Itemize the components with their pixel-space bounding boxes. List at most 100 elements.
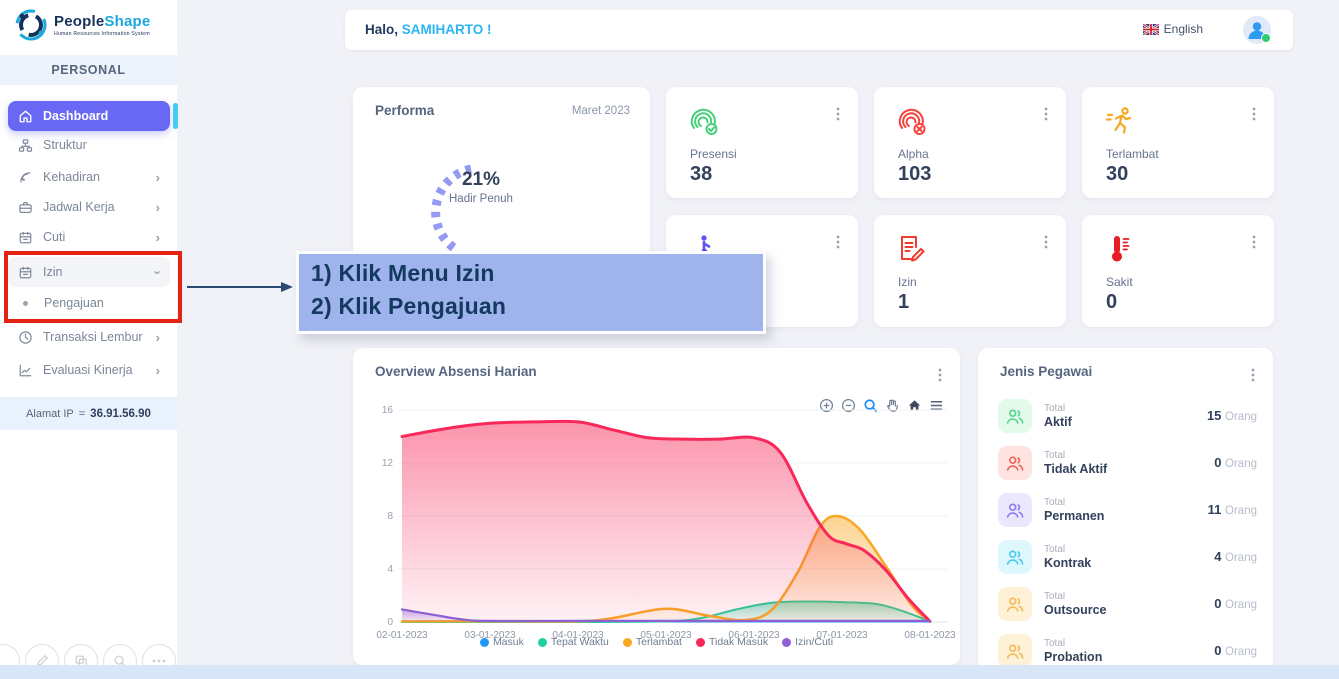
- calendar-icon: [18, 265, 33, 280]
- fingerprint-x-icon: [896, 105, 928, 137]
- legend-dot: [622, 637, 632, 647]
- jenis-pegawai-row: Total Aktif 15 Orang: [998, 392, 1257, 439]
- brand-logo[interactable]: PeopleShape Human Resources Information …: [14, 8, 150, 42]
- legend-item-izin-cuti[interactable]: Izin/Cuti: [782, 636, 833, 648]
- people-icon: [998, 633, 1032, 668]
- jenis-name: Permanen: [1044, 508, 1105, 523]
- stat-card-izin: Izin 1: [874, 215, 1066, 327]
- legend-dot: [479, 637, 489, 647]
- greeting-text: Halo, SAMIHARTO !: [365, 22, 492, 37]
- svg-text:02-01-2023: 02-01-2023: [376, 630, 428, 641]
- sidebar-item-kehadiran[interactable]: Kehadiran ›: [8, 163, 170, 191]
- sidebar: PeopleShape Human Resources Information …: [0, 0, 177, 679]
- brand-name: PeopleShape: [54, 13, 151, 30]
- legend-item-terlambat[interactable]: Terlambat: [622, 636, 682, 648]
- calendar-icon: [18, 230, 33, 245]
- chevron-right-icon: ›: [155, 199, 160, 215]
- svg-text:16: 16: [382, 405, 394, 416]
- jenis-pegawai-title: Jenis Pegawai: [1000, 364, 1093, 379]
- performa-percent-label: Hadir Penuh: [449, 193, 513, 205]
- sidebar-section-label: PERSONAL: [0, 55, 177, 85]
- ip-address-bar: Alamat IP = 36.91.56.90: [0, 397, 177, 430]
- people-icon: [998, 398, 1032, 433]
- card-menu-icon[interactable]: [938, 368, 942, 382]
- card-menu-icon[interactable]: [1252, 107, 1256, 121]
- thermometer-icon: [1104, 233, 1134, 265]
- card-menu-icon[interactable]: [836, 107, 840, 121]
- zoom-out-icon[interactable]: [841, 398, 856, 413]
- legend-dot: [537, 637, 547, 647]
- svg-text:8: 8: [387, 511, 393, 522]
- people-icon: [998, 492, 1032, 527]
- jenis-pegawai-card: Jenis Pegawai Total Aktif 15 Orang Total Tid…: [978, 348, 1273, 679]
- svg-text:03-01-2023: 03-01-2023: [464, 630, 516, 641]
- sidebar-item-izin[interactable]: Izin ›: [8, 257, 170, 287]
- line-chart-icon: [18, 363, 33, 378]
- svg-text:4: 4: [387, 564, 393, 575]
- chart-title: Overview Absensi Harian: [375, 364, 537, 379]
- chevron-right-icon: ›: [155, 169, 160, 185]
- stat-value: 30: [1106, 163, 1129, 185]
- language-label: English: [1163, 22, 1203, 36]
- sidebar-item-struktur[interactable]: Struktur: [8, 131, 170, 159]
- jenis-name: Kontrak: [1044, 555, 1092, 570]
- chevron-right-icon: ›: [155, 362, 160, 378]
- legend-item-tidak-masuk[interactable]: Tidak Masuk: [695, 636, 768, 648]
- total-label: Total: [1044, 590, 1066, 602]
- stat-label: Sakit: [1106, 275, 1133, 289]
- annotation-arrow: [187, 282, 293, 292]
- legend-item-masuk[interactable]: Masuk: [479, 636, 524, 648]
- total-label: Total: [1044, 402, 1066, 414]
- sidebar-item-cuti[interactable]: Cuti ›: [8, 223, 170, 251]
- online-status-dot: [1261, 33, 1271, 43]
- sidebar-item-dashboard[interactable]: Dashboard: [8, 101, 170, 131]
- svg-text:12: 12: [382, 458, 394, 469]
- ip-value: 36.91.56.90: [90, 407, 151, 420]
- card-menu-icon[interactable]: [1044, 235, 1048, 249]
- absensi-area-chart[interactable]: 0 4 8 12 16 02-01-2023 03-01-2023 04-01-2023 05-…: [353, 388, 960, 648]
- total-label: Total: [1044, 637, 1066, 649]
- jenis-count: 15 Orang: [1206, 408, 1257, 423]
- tutorial-annotation: 1) Klik Menu Izin 2) Klik Pengajuan: [296, 251, 766, 334]
- zoom-in-icon[interactable]: [819, 398, 834, 413]
- stat-card-alpha: Alpha 103: [874, 87, 1066, 198]
- document-pen-icon: [896, 233, 926, 265]
- pan-icon[interactable]: [885, 398, 900, 413]
- card-menu-icon[interactable]: [836, 235, 840, 249]
- stat-label: Alpha: [898, 147, 929, 161]
- performa-period: Maret 2023: [571, 105, 630, 117]
- svg-text:0: 0: [387, 617, 393, 628]
- sidebar-item-transaksi-lembur[interactable]: Transaksi Lembur ›: [8, 323, 170, 351]
- user-avatar[interactable]: [1243, 16, 1271, 44]
- sidebar-item-jadwal-kerja[interactable]: Jadwal Kerja ›: [8, 193, 170, 221]
- menu-icon[interactable]: [929, 398, 944, 413]
- chevron-down-icon: ›: [150, 269, 166, 275]
- legend-dot: [695, 637, 705, 647]
- total-label: Total: [1044, 543, 1066, 555]
- fingerprint-check-icon: [688, 105, 720, 137]
- svg-text:07-01-2023: 07-01-2023: [816, 630, 868, 641]
- performa-gauge: [419, 155, 529, 275]
- card-menu-icon[interactable]: [1251, 368, 1255, 382]
- home-reset-icon[interactable]: [907, 398, 922, 413]
- jenis-pegawai-row: Total Outsource 0 Orang: [998, 580, 1257, 627]
- language-selector[interactable]: English: [1142, 22, 1203, 36]
- stat-value: 1: [898, 291, 910, 313]
- sidebar-item-evaluasi-kinerja[interactable]: Evaluasi Kinerja ›: [8, 356, 170, 384]
- top-header-bar: Halo, SAMIHARTO ! English: [345, 10, 1293, 50]
- card-menu-icon[interactable]: [1252, 235, 1256, 249]
- active-menu-indicator: [173, 103, 178, 129]
- runner-icon: [1104, 105, 1136, 137]
- jenis-name: Tidak Aktif: [1044, 461, 1108, 476]
- sidebar-item-pengajuan[interactable]: Pengajuan: [8, 289, 170, 317]
- annotation-line-2: 2) Klik Pengajuan: [311, 293, 507, 319]
- ip-label: Alamat IP: [26, 407, 74, 420]
- jenis-pegawai-row: Total Probation 0 Orang: [998, 627, 1257, 674]
- legend-item-tepat-waktu[interactable]: Tepat Waktu: [537, 636, 609, 648]
- brand-tagline: Human Resources Information System: [54, 31, 150, 37]
- card-menu-icon[interactable]: [1044, 107, 1048, 121]
- peopleshape-logo-icon: [14, 8, 48, 42]
- jenis-count: 0 Orang: [1214, 596, 1257, 611]
- jenis-pegawai-list: Total Aktif 15 Orang Total Tidak Aktif 0 Oran…: [998, 392, 1257, 674]
